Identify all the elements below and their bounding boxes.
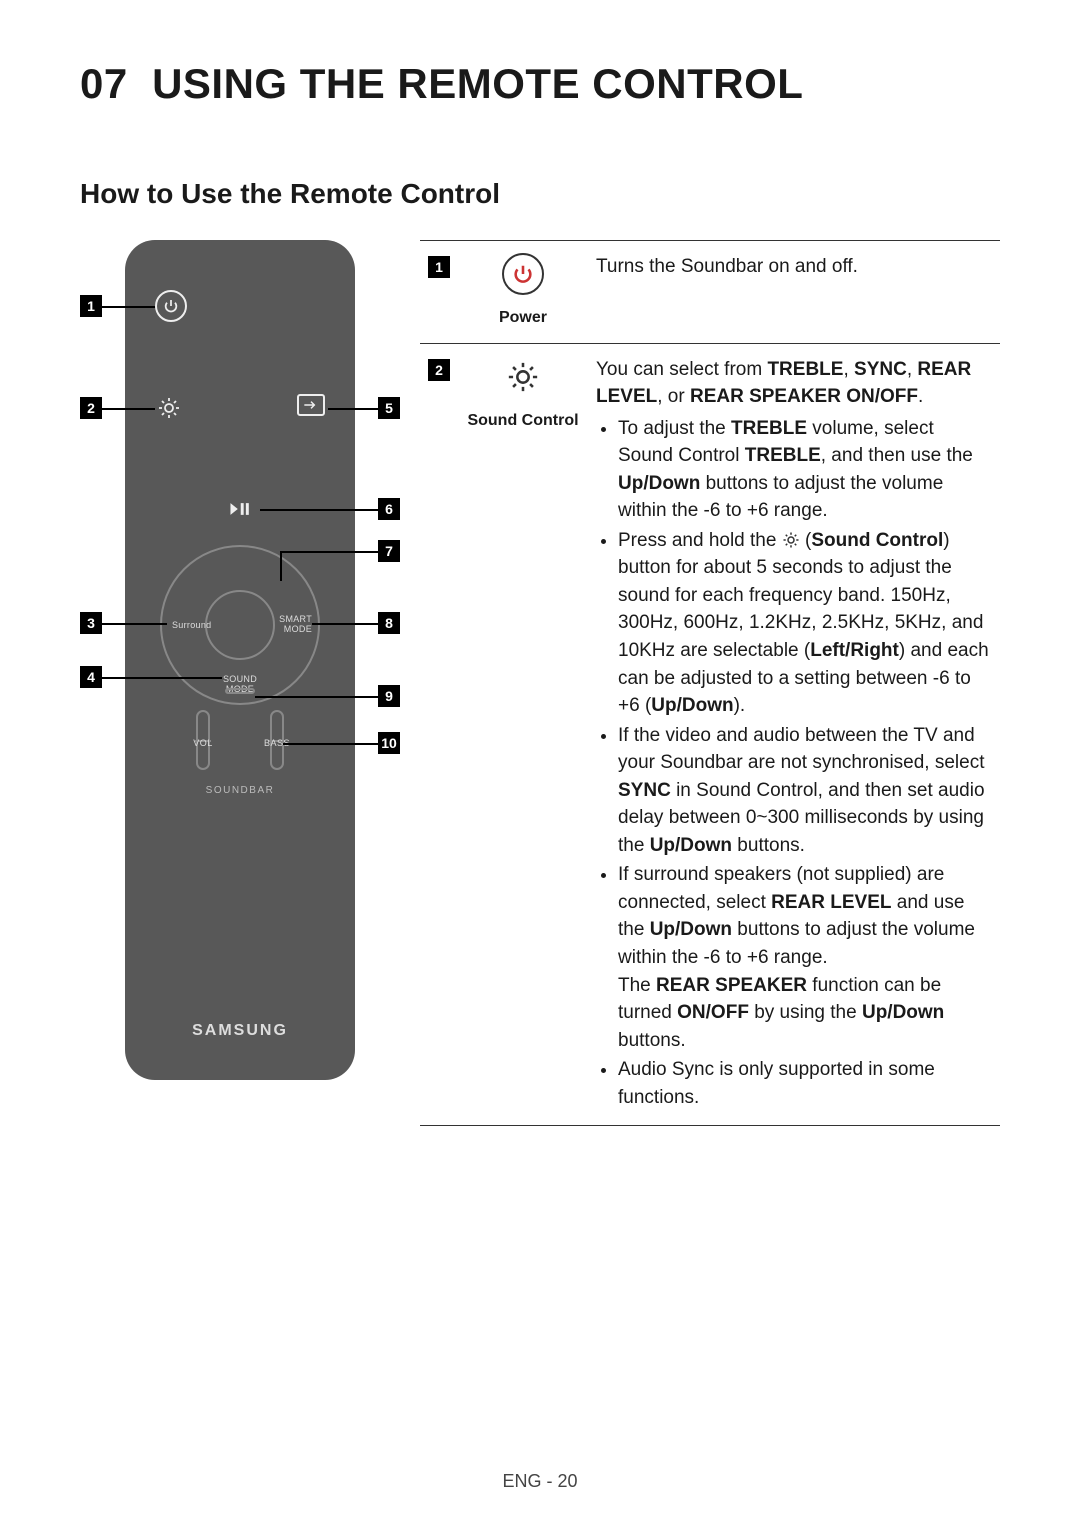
row-number: 2 <box>428 359 450 381</box>
callout-9: 9 <box>378 685 400 707</box>
gear-icon <box>782 531 800 549</box>
play-pause-icon <box>229 500 251 518</box>
chapter-title: 07 USING THE REMOTE CONTROL <box>80 60 1000 108</box>
description: You can select from TREBLE, SYNC, REAR L… <box>588 343 1000 1126</box>
table-row: 1 Power Turns the Soundbar on and off. <box>420 241 1000 344</box>
power-icon <box>502 253 544 295</box>
remote-body: Surround SMARTMODE SOUNDMODE VOL BASS SO… <box>125 240 355 1080</box>
soundbar-label: SOUNDBAR <box>206 785 275 796</box>
power-icon <box>155 290 187 322</box>
content-row: Surround SMARTMODE SOUNDMODE VOL BASS SO… <box>80 240 1000 1126</box>
section-title: How to Use the Remote Control <box>80 178 1000 210</box>
callout-6: 6 <box>378 498 400 520</box>
callout-8: 8 <box>378 612 400 634</box>
table-row: 2 Sound Control You can select from TREB… <box>420 343 1000 1126</box>
shelf <box>225 688 255 694</box>
rockers: VOL BASS <box>196 710 284 770</box>
ring-label-right: SMARTMODE <box>279 615 312 635</box>
callout-4: 4 <box>80 666 102 688</box>
description: Turns the Soundbar on and off. <box>588 241 1000 344</box>
gear-icon <box>155 394 183 422</box>
callout-3: 3 <box>80 612 102 634</box>
brand-label: SAMSUNG <box>192 1022 288 1040</box>
source-icon <box>297 394 325 416</box>
vol-rocker: VOL <box>196 710 210 770</box>
row-number: 1 <box>428 256 450 278</box>
description-table: 1 Power Turns the Soundbar on and off. 2… <box>420 240 1000 1126</box>
gear-icon <box>502 356 544 398</box>
dpad-ring: Surround SMARTMODE SOUNDMODE <box>160 545 320 705</box>
callout-10: 10 <box>378 732 400 754</box>
callout-5: 5 <box>378 397 400 419</box>
callout-2: 2 <box>80 397 102 419</box>
bass-rocker: BASS <box>270 710 284 770</box>
callout-1: 1 <box>80 295 102 317</box>
page-footer: ENG - 20 <box>0 1471 1080 1492</box>
remote-diagram: Surround SMARTMODE SOUNDMODE VOL BASS SO… <box>80 240 400 1100</box>
callout-7: 7 <box>378 540 400 562</box>
icon-label: Sound Control <box>467 412 578 429</box>
ring-label-left: Surround <box>172 620 211 630</box>
icon-label: Power <box>499 309 547 326</box>
